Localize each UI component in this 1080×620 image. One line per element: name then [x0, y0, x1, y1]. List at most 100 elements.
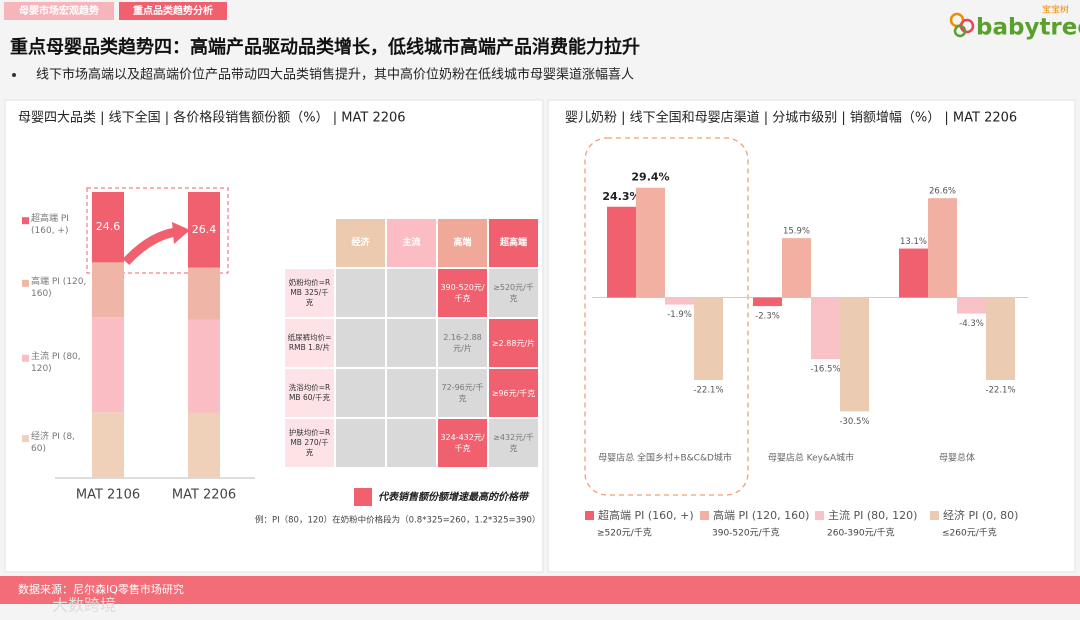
legend-label: 高端 PI (120, 160): [713, 508, 809, 522]
footer-band: [0, 576, 1080, 604]
watermark: 大数跨境: [52, 596, 116, 615]
column-header: 经济: [336, 219, 385, 267]
legend-note: ≤260元/千克: [942, 528, 997, 539]
legend-label: 经济 PI (0, 80): [943, 508, 1018, 522]
price-cell: 72-96元/千克: [438, 369, 487, 417]
legend-label: 主流 PI (80, 120): [31, 351, 81, 374]
tab-label: 母婴市场宏观趋势: [19, 4, 99, 17]
legend-swatch: [585, 511, 594, 520]
price-cell: ≥432元/千克: [489, 419, 538, 467]
data-label: -22.1%: [693, 386, 723, 396]
logo-icon: [953, 24, 967, 38]
source: 数据来源：尼尔森IQ零售市场研究: [18, 582, 184, 596]
bar: [986, 297, 1015, 381]
price-cell: 390-520元/千克: [438, 269, 487, 317]
empty-cell: [336, 369, 385, 417]
data-label: 15.9%: [783, 227, 810, 237]
legend-swatch: [22, 217, 29, 225]
data-label: -30.5%: [839, 417, 869, 427]
table-row: 护肤均价=RMB 270/千克 324-432元/千克 ≥432元/千克: [285, 419, 538, 467]
bar: [694, 297, 723, 381]
price-cell: 2.16-2.88元/片: [438, 319, 487, 367]
row-label: 护肤均价=RMB 270/千克: [285, 419, 334, 467]
table-row: 纸尿裤均价=RMB 1.8/片 2.16-2.88元/片 ≥2.88元/片: [285, 319, 538, 367]
bar-segment: [92, 317, 124, 413]
bar: [899, 248, 928, 298]
bar-segment: [188, 412, 220, 478]
x-tick-label: MAT 2106: [76, 488, 140, 503]
bar-segment: [92, 262, 124, 318]
empty-cell: [336, 419, 385, 467]
tab-label: 重点品类趋势分析: [133, 4, 213, 17]
data-label: 24.3%: [602, 190, 640, 203]
bar-segment: [188, 267, 220, 320]
legend-swatch: [815, 511, 824, 520]
legend-note-swatch: [354, 488, 372, 506]
row-label: 洗浴均价=RMB 60/千克: [285, 369, 334, 417]
table-row: 洗浴均价=RMB 60/千克 72-96元/千克 ≥96元/千克: [285, 369, 538, 417]
legend-swatch: [700, 511, 709, 520]
data-label: 24.6: [96, 220, 121, 233]
table-header-row: 经济 主流 高端 超高端: [285, 219, 538, 267]
data-label: 26.6%: [929, 187, 956, 197]
bar-segment: [92, 192, 124, 263]
right-chart-title: 婴儿奶粉 | 线下全国和母婴店渠道 | 分城市级别 | 销额增幅（%） | MA…: [565, 110, 1017, 126]
legend-label: 超高端 PI (160, +): [31, 214, 69, 237]
x-tick-label: MAT 2206: [172, 488, 236, 503]
data-label: 26.4: [192, 223, 217, 236]
legend-note: 260-390元/千克: [827, 528, 895, 539]
empty-cell: [387, 269, 436, 317]
data-label: -4.3%: [959, 319, 984, 329]
highlight-box: [584, 137, 749, 496]
price-table: 经济 主流 高端 超高端 奶粉均价=RMB 325/千克 390-520元/千克 ≥520元…: [283, 217, 540, 469]
bar: [957, 297, 986, 314]
data-label: -2.3%: [755, 312, 780, 322]
data-label: -22.1%: [985, 386, 1015, 396]
logo-text: babytree: [976, 15, 1080, 41]
data-label: 13.1%: [900, 237, 927, 247]
price-cell: ≥96元/千克: [489, 369, 538, 417]
price-cell: ≥2.88元/片: [489, 319, 538, 367]
column-header: 高端: [438, 219, 487, 267]
price-cell: ≥520元/千克: [489, 269, 538, 317]
empty-cell: [387, 369, 436, 417]
bar: [636, 187, 665, 298]
legend-swatch: [22, 279, 29, 287]
bar: [928, 198, 957, 298]
bar: [753, 297, 782, 307]
tab: [119, 2, 227, 20]
x-tick-label: 母婴总体: [939, 452, 975, 464]
trend-arrow-head: [172, 222, 190, 244]
bar-segment: [92, 412, 124, 478]
legend-swatch: [930, 511, 939, 520]
empty-cell: [387, 419, 436, 467]
empty-cell: [387, 319, 436, 367]
example-note: 例：PI（80，120）在奶粉中价格段为（0.8*325=260，1.2*325…: [255, 515, 540, 526]
bullet-text: 线下市场高端以及超高端价位产品带动四大品类销售提升，其中高价位奶粉在低线城市母婴…: [36, 67, 634, 83]
left-chart-title: 母婴四大品类 | 线下全国 | 各价格段销售额份额（%） | MAT 2206: [18, 110, 406, 126]
legend-label: 超高端 PI (160, +): [598, 508, 694, 522]
logo-cn: 宝宝树: [1042, 4, 1069, 16]
data-label: 29.4%: [631, 171, 669, 184]
x-tick-label: 母婴店总 Key&A城市: [768, 452, 854, 464]
row-label: 纸尿裤均价=RMB 1.8/片: [285, 319, 334, 367]
legend-swatch: [22, 354, 29, 362]
legend-note: ≥520元/千克: [597, 528, 652, 539]
bar: [665, 297, 694, 305]
legend-note: 390-520元/千克: [712, 528, 780, 539]
row-label: 奶粉均价=RMB 325/千克: [285, 269, 334, 317]
column-header: 超高端: [489, 219, 538, 267]
x-tick-label: 母婴店总 全国乡村+B&C&D城市: [598, 452, 732, 464]
empty-cell: [336, 319, 385, 367]
legend-note: 代表销售额份额增速最高的价格带: [378, 491, 530, 503]
price-cell: 324-432元/千克: [438, 419, 487, 467]
bar: [840, 297, 869, 412]
bar-segment: [188, 319, 220, 413]
bar: [607, 206, 636, 298]
legend-label: 高端 PI (120, 160): [31, 276, 87, 299]
table-row: 奶粉均价=RMB 325/千克 390-520元/千克 ≥520元/千克: [285, 269, 538, 317]
legend-swatch: [22, 435, 29, 443]
bar: [811, 297, 840, 360]
